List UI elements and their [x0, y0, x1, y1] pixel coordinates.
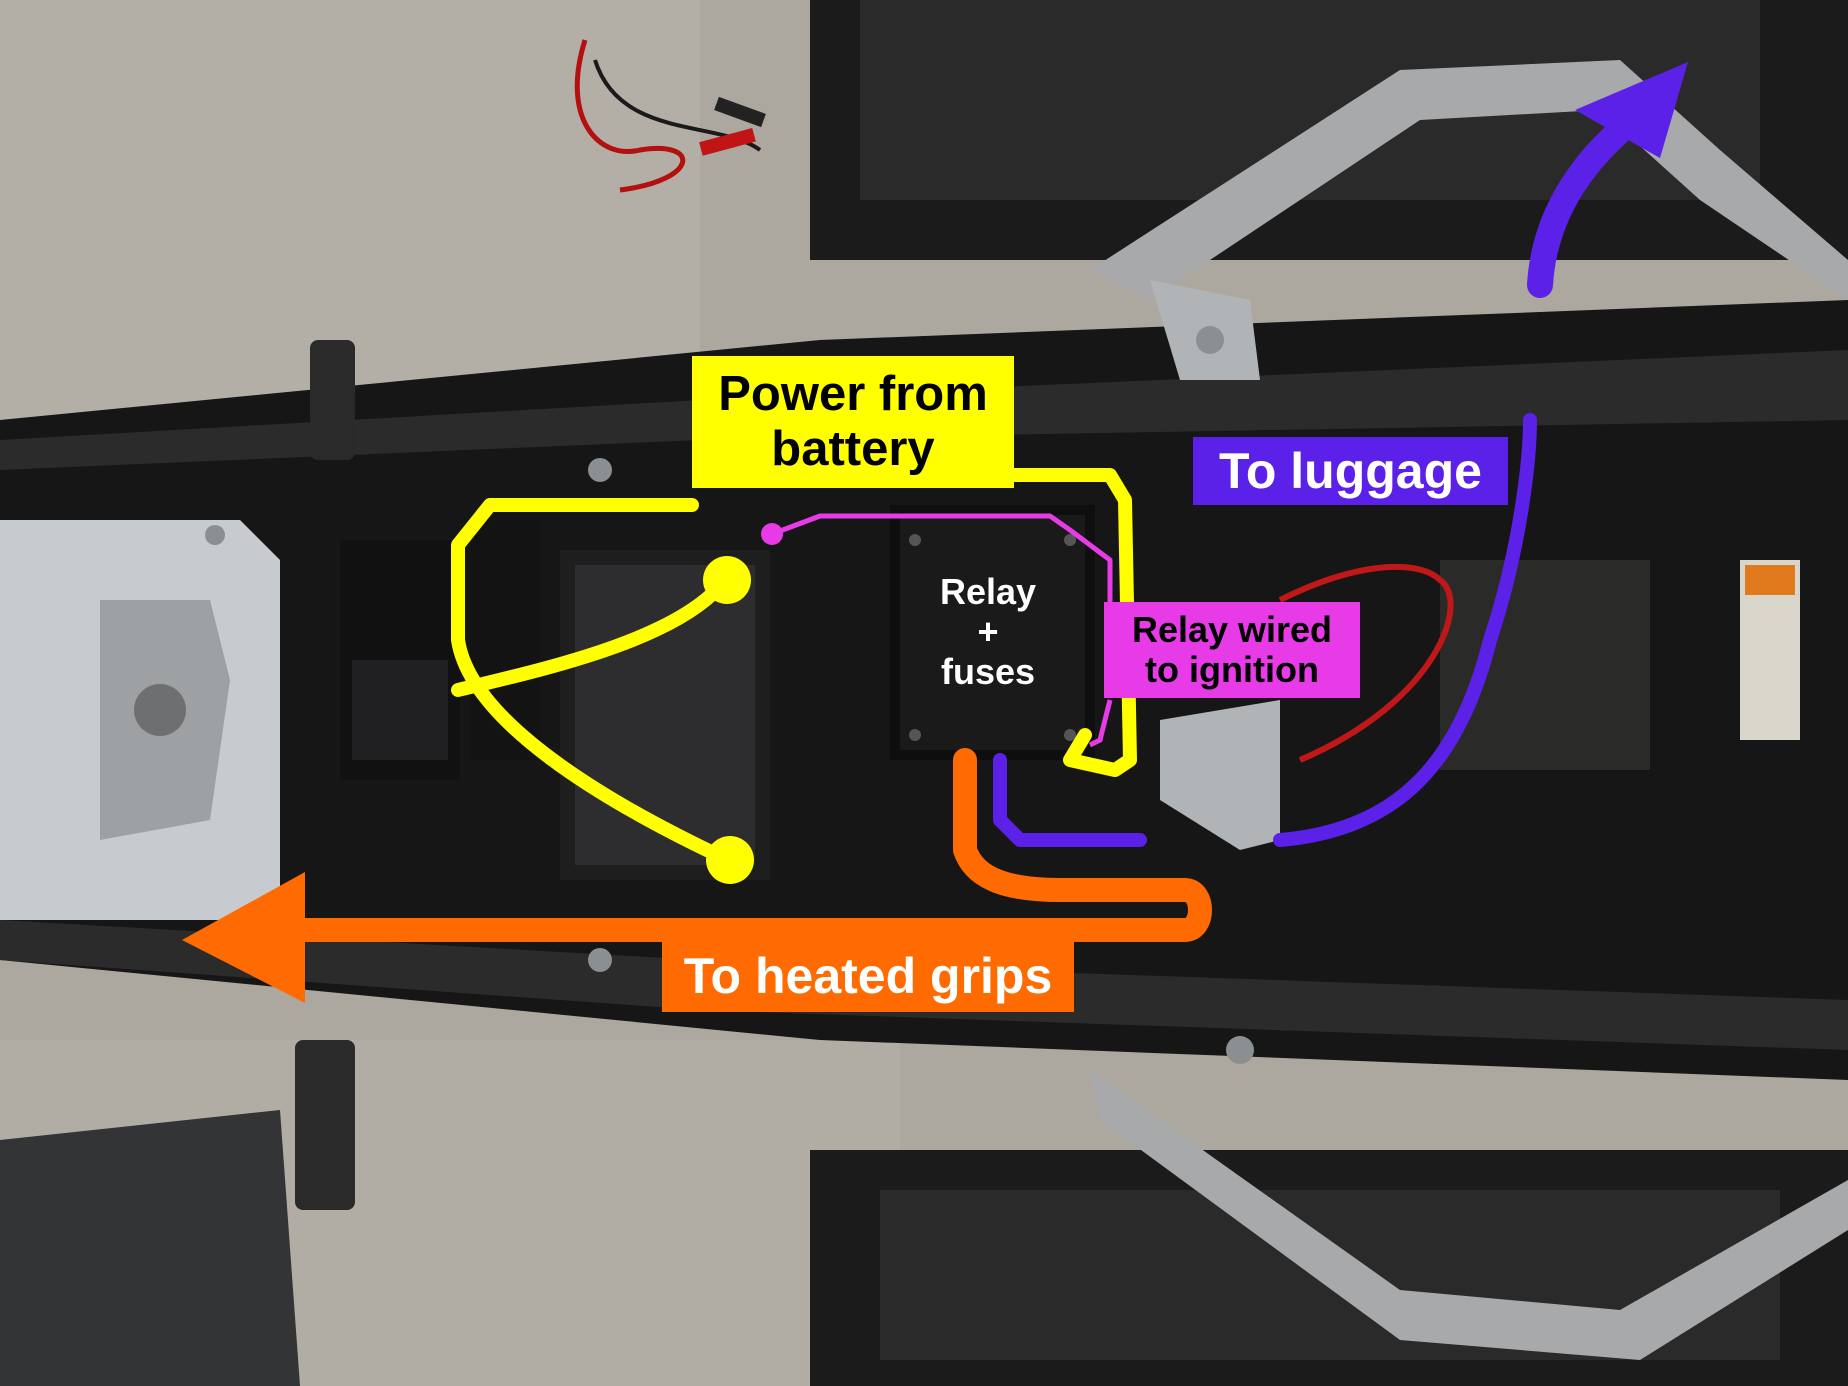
luggage-wire-origin: [993, 753, 1147, 847]
power-wire-right: [973, 468, 1137, 777]
luggage-arrow-head: [1575, 62, 1688, 158]
battery-negative-marker: [706, 836, 754, 884]
relay-wired-to-ignition-label: Relay wired to ignition: [1104, 602, 1360, 698]
ignition-wire: [769, 513, 1113, 643]
heated-grips-wire: [268, 748, 1212, 942]
to-luggage-label: To luggage: [1193, 437, 1508, 505]
ignition-tap-marker: [761, 523, 783, 545]
relay-wired-to-ignition-text: Relay wired to ignition: [1131, 608, 1333, 690]
to-luggage-text: To luggage: [1219, 443, 1482, 499]
power-wire-positive: [451, 573, 732, 697]
grab-rail-bottom: [1090, 1070, 1848, 1360]
battery-positive-marker: [703, 556, 751, 604]
test-lead-red: [574, 39, 686, 193]
heated-grips-arrow-head: [182, 872, 305, 1003]
relay-fuses-text: Relay + fuses: [939, 570, 1037, 693]
rear-compartment: [1440, 560, 1650, 770]
to-heated-grips-text: To heated grips: [683, 948, 1053, 1004]
power-from-battery-label: Power from battery: [692, 356, 1014, 488]
power-wire-left: [451, 498, 735, 867]
luggage-wire: [1273, 413, 1537, 847]
to-heated-grips-label: To heated grips: [662, 940, 1074, 1012]
power-from-battery-text: Power from battery: [718, 367, 988, 476]
relay-fuses-label: Relay + fuses: [905, 558, 1071, 706]
